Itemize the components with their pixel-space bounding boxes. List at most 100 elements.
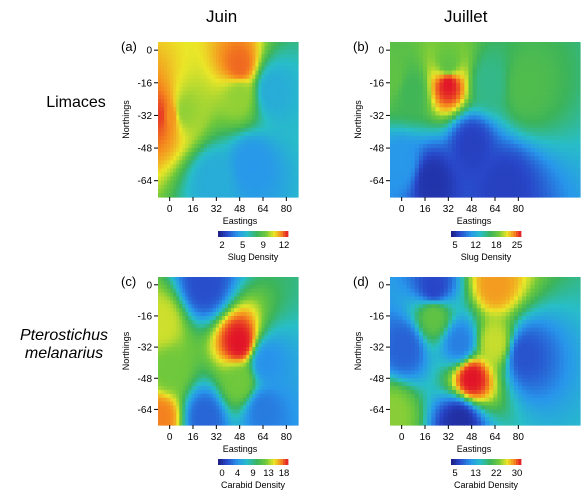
heat-cell — [472, 184, 478, 190]
heat-cell — [194, 62, 199, 68]
heat-cell — [427, 139, 432, 145]
heat-cell — [285, 50, 290, 55]
heat-cell — [255, 378, 260, 383]
heat-cell — [209, 378, 214, 383]
heat-cell — [164, 123, 168, 129]
heat-cell — [179, 192, 183, 198]
heat-cell — [443, 176, 449, 182]
heat-cell — [246, 339, 250, 344]
heat-cell — [212, 180, 217, 186]
heat-cell — [285, 107, 290, 112]
heat-cell — [191, 180, 196, 186]
heat-cell — [246, 127, 250, 133]
heat-cell — [497, 90, 503, 96]
heat-cell — [526, 180, 532, 186]
heat-cell — [468, 58, 474, 63]
heat-cell — [258, 315, 263, 321]
heat-cell — [472, 46, 478, 51]
heat-cell — [161, 164, 165, 170]
heat-cell — [206, 123, 211, 129]
heat-cell — [489, 95, 494, 100]
heat-cell — [435, 180, 441, 186]
heat-cell — [575, 176, 581, 182]
heat-cell — [276, 115, 281, 121]
heat-cell — [406, 54, 412, 59]
heat-cell — [158, 277, 162, 282]
heat-cell — [288, 160, 293, 165]
heat-cell — [218, 172, 223, 178]
heat-cell — [203, 62, 208, 68]
heat-cell — [456, 90, 461, 96]
heat-cell — [267, 46, 272, 51]
heat-cell — [200, 417, 205, 422]
heat-cell — [501, 152, 507, 157]
heat-cell — [435, 111, 441, 117]
heat-cell — [534, 135, 540, 141]
heat-cell — [451, 50, 457, 55]
heat-cell — [161, 82, 165, 88]
heat-cell — [567, 86, 573, 92]
heat-cell — [243, 58, 247, 63]
heat-cell — [167, 312, 171, 317]
heat-cell — [234, 280, 238, 286]
heat-cell — [249, 358, 253, 364]
heat-cell — [276, 139, 281, 145]
heat-cell — [402, 82, 408, 88]
heat-cell — [534, 184, 540, 190]
heat-cell — [167, 358, 171, 364]
heat-cell — [179, 176, 183, 182]
heat-cell — [255, 315, 260, 321]
heat-cell — [451, 70, 457, 76]
heat-cell — [221, 308, 226, 313]
heat-cell — [261, 164, 266, 170]
heat-cell — [249, 308, 253, 313]
heat-cell — [188, 323, 193, 329]
heat-cell — [555, 95, 560, 100]
heat-cell — [203, 70, 208, 76]
heat-cell — [423, 127, 428, 133]
heat-cell — [255, 339, 260, 344]
heat-cell — [255, 401, 260, 407]
heat-cell — [179, 172, 183, 178]
heat-cell — [255, 180, 260, 186]
heat-cell — [243, 339, 247, 344]
heat-cell — [200, 46, 205, 51]
heat-cell — [497, 160, 503, 165]
heat-cell — [209, 180, 214, 186]
heat-cell — [176, 351, 180, 356]
heat-cell — [176, 370, 180, 375]
heat-cell — [273, 111, 278, 117]
heat-cell — [294, 135, 299, 141]
colorbar-swatch — [273, 231, 276, 237]
heat-cell — [234, 95, 238, 100]
heat-cell — [435, 66, 441, 72]
heat-cell — [209, 74, 214, 80]
heat-cell — [410, 58, 416, 63]
heat-cell — [273, 42, 278, 47]
heat-cell — [291, 42, 296, 47]
heat-cell — [501, 90, 507, 96]
heat-cell — [191, 156, 196, 161]
heat-cell — [282, 62, 287, 68]
heat-cell — [402, 90, 408, 96]
heat-cell — [456, 95, 461, 100]
heat-cell — [394, 74, 399, 80]
heat-cell — [456, 70, 461, 76]
x-axis-label: Eastings — [223, 216, 258, 226]
heat-cell — [185, 292, 190, 298]
heat-cell — [567, 143, 573, 149]
heat-cell — [243, 131, 247, 137]
heat-cell — [489, 50, 494, 55]
heat-cell — [270, 66, 275, 72]
heat-cell — [237, 192, 241, 198]
heat-cell — [197, 66, 202, 72]
heat-cell — [431, 188, 437, 194]
heat-cell — [197, 70, 202, 76]
heat-cell — [221, 397, 226, 403]
heat-cell — [161, 99, 165, 104]
heat-cell — [468, 160, 474, 165]
heat-cell — [249, 86, 253, 92]
heat-cell — [164, 351, 168, 356]
heat-cell — [173, 160, 177, 165]
heat-cell — [258, 188, 263, 194]
